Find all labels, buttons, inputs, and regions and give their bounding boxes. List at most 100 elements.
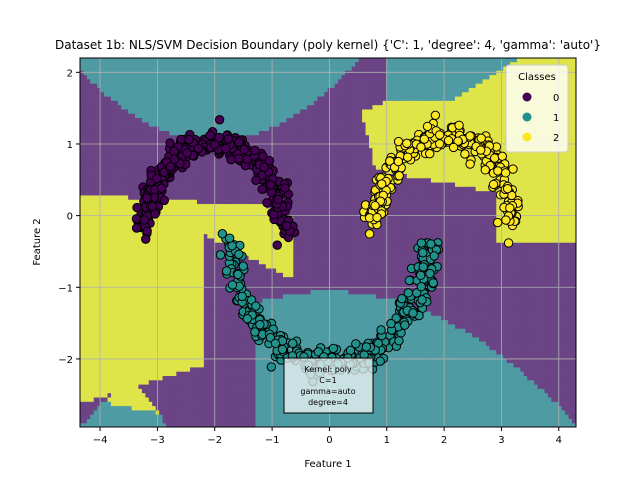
region-cell-0 [121,134,126,140]
region-cell-1 [231,126,236,131]
region-cell-2 [210,224,215,230]
region-cell-1 [241,83,246,88]
region-cell-1 [269,306,274,312]
region-cell-2 [104,319,109,325]
region-cell-2 [255,207,260,213]
region-cell-0 [221,190,226,196]
region-cell-0 [196,190,202,196]
region-cell-0 [135,186,140,192]
region-cell-2 [86,229,91,235]
region-cell-2 [162,259,167,265]
region-cell-1 [238,95,243,101]
region-cell-0 [193,177,198,183]
region-cell-1 [121,405,126,411]
region-cell-0 [159,401,164,407]
region-cell-2 [193,199,198,205]
region-cell-0 [203,298,208,303]
region-cell-0 [214,353,219,359]
region-cell-0 [217,319,222,325]
region-cell-0 [145,151,150,157]
region-cell-0 [117,104,122,110]
region-cell-2 [114,310,119,316]
region-cell-2 [80,388,85,394]
region-cell-0 [272,276,277,282]
region-cell-0 [86,156,91,162]
region-cell-1 [227,117,232,123]
region-cell-0 [203,169,208,174]
region-cell-2 [135,328,140,334]
region-cell-1 [265,418,270,424]
region-cell-0 [217,366,222,372]
region-cell-0 [272,134,277,140]
region-cell-2 [172,267,177,273]
region-cell-2 [117,328,122,334]
region-cell-1 [190,100,195,106]
region-cell-1 [258,371,263,377]
region-cell-0 [241,319,246,325]
region-cell-0 [231,306,236,312]
region-cell-2 [114,336,119,342]
region-cell-2 [138,332,143,338]
region-cell-2 [93,250,98,256]
region-cell-2 [252,242,257,248]
region-cell-0 [135,181,140,187]
region-cell-0 [190,177,195,183]
region-cell-0 [107,169,112,174]
region-cell-0 [117,186,122,192]
region-cell-0 [241,169,246,174]
region-cell-0 [166,194,171,200]
region-cell-2 [100,349,105,355]
region-cell-0 [245,353,250,359]
region-cell-1 [252,126,257,131]
region-cell-0 [227,164,232,170]
region-cell-0 [169,405,174,411]
region-cell-2 [193,349,198,355]
region-cell-0 [117,181,122,187]
region-cell-2 [83,194,88,200]
region-cell-2 [107,323,112,329]
region-cell-1 [255,65,260,71]
region-cell-2 [190,280,195,286]
region-cell-2 [90,371,95,377]
region-cell-1 [262,306,267,312]
region-cell-0 [210,164,215,170]
region-cell-2 [152,229,157,235]
region-cell-2 [107,293,112,299]
region-cell-1 [138,91,143,97]
region-cell-1 [93,74,98,80]
region-cell-2 [148,246,153,252]
region-cell-2 [124,212,129,217]
region-cell-2 [141,371,146,377]
region-cell-0 [90,126,95,131]
region-cell-2 [145,332,150,338]
region-cell-2 [252,250,257,256]
region-cell-1 [135,87,140,93]
region-cell-2 [141,306,146,312]
region-cell-0 [203,173,208,179]
region-cell-2 [107,353,112,359]
region-cell-2 [138,349,143,355]
region-cell-1 [145,117,150,123]
region-cell-0 [269,276,274,282]
region-cell-2 [200,336,205,342]
region-cell-1 [107,65,112,71]
region-cell-2 [128,207,133,213]
region-cell-2 [172,315,177,321]
region-cell-0 [262,194,267,200]
region-cell-2 [121,199,126,205]
region-cell-0 [83,74,88,80]
region-cell-2 [166,323,171,329]
region-cell-2 [86,310,91,316]
region-cell-1 [138,418,143,424]
region-cell-0 [238,177,243,183]
region-cell-2 [104,332,109,338]
region-cell-2 [183,276,188,282]
region-cell-0 [207,156,212,162]
region-cell-2 [104,220,109,226]
region-cell-1 [258,74,263,80]
region-cell-2 [193,255,198,260]
region-cell-1 [166,100,171,106]
region-cell-0 [210,362,215,368]
region-cell-2 [172,220,177,226]
region-cell-0 [93,95,98,101]
